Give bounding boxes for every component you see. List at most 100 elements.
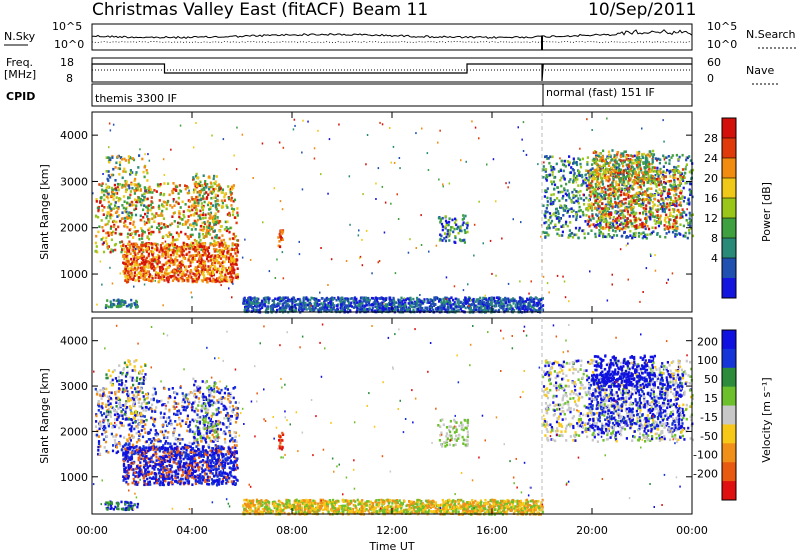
power-cell xyxy=(209,222,211,225)
power-cell xyxy=(595,163,597,166)
power-cell xyxy=(668,162,670,165)
power-cell xyxy=(654,219,656,222)
power-cell xyxy=(108,234,110,237)
power-cell xyxy=(640,186,642,189)
power-cell xyxy=(602,198,604,201)
power-cell xyxy=(636,154,638,157)
power-cell xyxy=(119,164,121,167)
power-cell xyxy=(636,192,638,195)
power-cell xyxy=(157,265,159,268)
power-cell xyxy=(610,212,612,215)
power-cell xyxy=(194,188,196,191)
power-cell xyxy=(463,221,465,224)
power-cell xyxy=(198,276,200,279)
power-cell xyxy=(558,200,560,203)
power-cell xyxy=(188,265,190,268)
power-cell xyxy=(132,157,134,160)
power-cell xyxy=(148,279,150,282)
power-cell xyxy=(96,200,98,203)
power-cell xyxy=(232,242,234,245)
power-cell xyxy=(673,183,675,186)
power-cell xyxy=(564,204,566,207)
power-cell xyxy=(627,196,629,199)
power-cell xyxy=(193,191,195,194)
power-cell xyxy=(544,195,546,198)
power-cell xyxy=(155,271,157,274)
power-cell xyxy=(614,205,616,208)
power-cell xyxy=(122,177,124,180)
power-cell xyxy=(177,274,179,277)
power-cell xyxy=(648,170,650,173)
power-cell xyxy=(196,199,198,202)
power-cell xyxy=(632,155,634,158)
power-cell xyxy=(658,184,660,187)
power-cell xyxy=(141,267,143,270)
power-cell xyxy=(195,208,197,211)
power-cell xyxy=(620,217,622,220)
power-cell xyxy=(109,217,111,220)
power-cell xyxy=(172,192,174,195)
power-cell xyxy=(494,300,496,303)
power-cell xyxy=(106,190,108,193)
power-cell xyxy=(136,262,138,265)
power-cell xyxy=(645,213,647,216)
power-cell xyxy=(160,222,162,225)
power-cell xyxy=(216,249,218,252)
power-cell xyxy=(142,273,144,276)
power-cell xyxy=(133,221,135,224)
power-cell xyxy=(670,199,672,202)
power-cell xyxy=(180,231,182,234)
power-cell xyxy=(151,226,153,229)
power-cell xyxy=(669,202,671,205)
power-cell xyxy=(144,196,146,199)
power-cell xyxy=(648,228,650,231)
power-cell xyxy=(664,236,666,239)
power-cell xyxy=(217,203,219,206)
power-cell xyxy=(454,218,456,221)
power-cell xyxy=(553,188,555,191)
power-cell xyxy=(621,200,623,203)
power-cell xyxy=(573,177,575,180)
power-cell xyxy=(207,255,209,258)
power-cell xyxy=(587,156,589,159)
power-cell xyxy=(591,215,593,218)
power-cell xyxy=(558,228,560,231)
power-cell xyxy=(167,225,169,228)
power-cell xyxy=(633,232,635,235)
power-cell xyxy=(172,260,174,263)
power-cell xyxy=(152,251,154,254)
power-cell xyxy=(108,220,110,223)
power-cell xyxy=(205,191,207,194)
power-cell xyxy=(123,195,125,198)
power-cell xyxy=(215,188,217,191)
power-cell xyxy=(423,298,425,301)
power-cell xyxy=(548,157,550,160)
power-cell xyxy=(121,158,123,161)
power-cell xyxy=(641,153,643,156)
power-cell xyxy=(680,216,682,219)
power-cell xyxy=(119,168,121,171)
power-cell xyxy=(637,180,639,183)
power-cell xyxy=(649,150,651,153)
power-cell xyxy=(679,233,681,236)
power-cell xyxy=(203,274,205,277)
power-cell xyxy=(677,187,679,190)
power-cell xyxy=(221,199,223,202)
power-cell xyxy=(601,191,603,194)
power-cell xyxy=(565,193,567,196)
power-cell xyxy=(153,265,155,268)
power-cell xyxy=(222,188,224,191)
power-cell xyxy=(582,158,584,161)
power-cell xyxy=(162,253,164,256)
power-cell xyxy=(219,271,221,274)
power-cell xyxy=(649,233,651,236)
power-cell xyxy=(551,183,553,186)
power-cell xyxy=(613,216,615,219)
power-cell xyxy=(688,229,690,232)
power-cell xyxy=(445,240,447,243)
power-cell xyxy=(643,175,645,178)
power-cell xyxy=(118,197,120,200)
power-cell xyxy=(121,186,123,189)
power-cell xyxy=(646,198,648,201)
power-cell xyxy=(613,189,615,192)
